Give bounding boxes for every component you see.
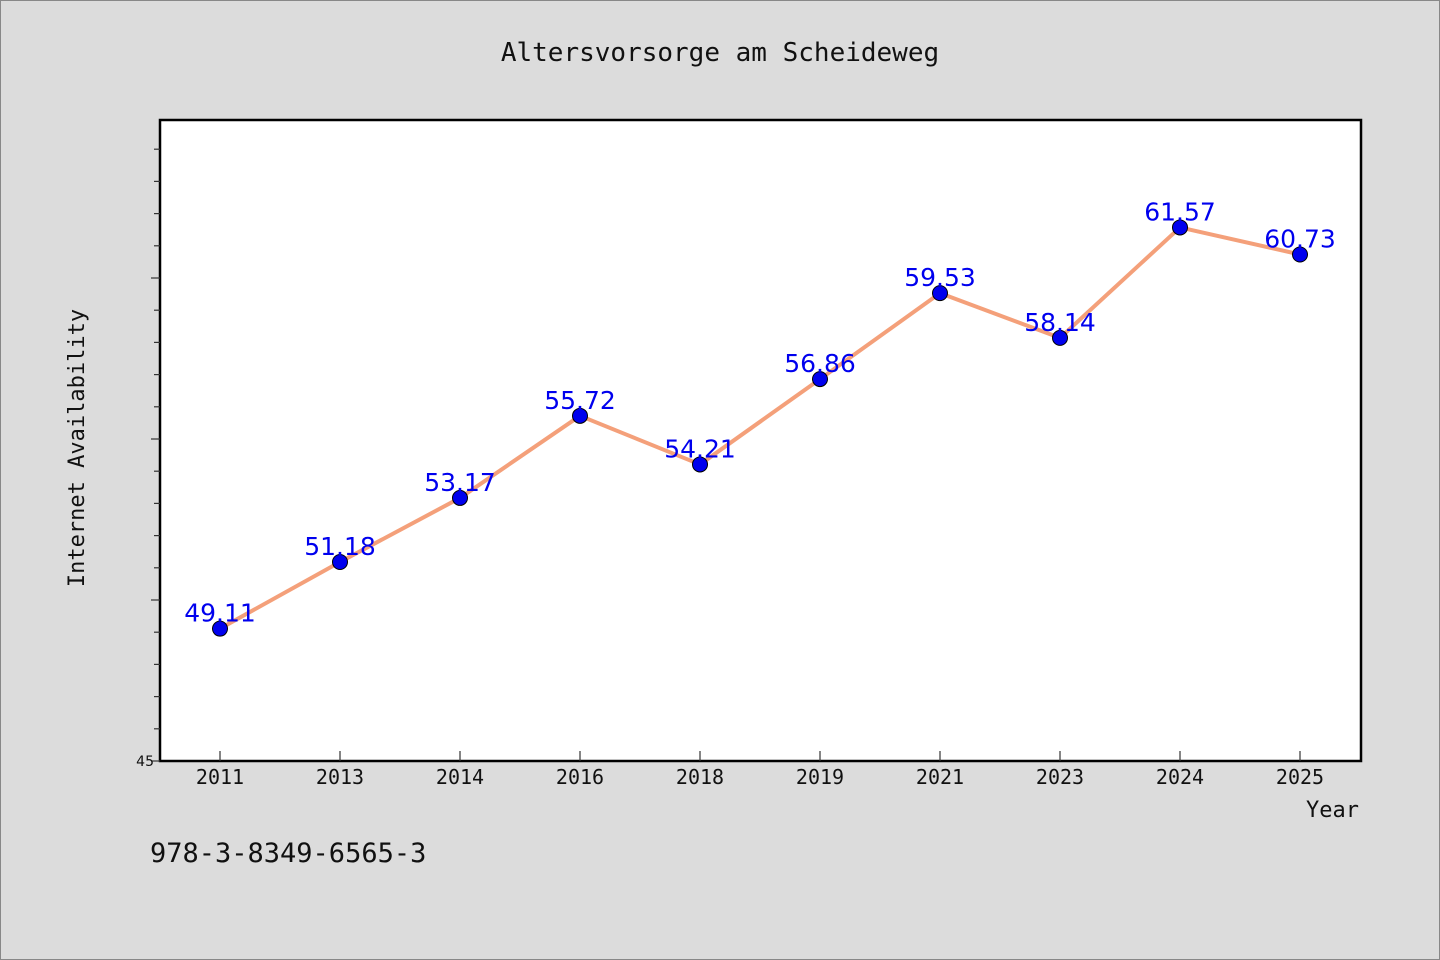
x-tick-label: 2023 [1036,765,1084,789]
data-label: 60.73 [1264,224,1336,253]
data-point [1172,219,1188,236]
data-point [212,620,228,637]
x-tick-label: 2018 [676,765,724,789]
plot-area [158,118,1363,763]
data-label: 61.57 [1144,197,1216,226]
series-line [218,225,1302,631]
x-tick-label: 2013 [316,765,364,789]
data-point [1052,329,1068,346]
data-point [332,554,348,571]
data-markers [212,219,1308,637]
chart-title: Altersvorsorge am Scheideweg [501,38,939,68]
x-tick-label: 2025 [1276,765,1324,789]
data-labels: 49.11 51.18 53.17 55.72 54.21 56.86 59.53 58.14… [184,197,1336,627]
data-label: 54.21 [664,434,736,463]
x-tick-label: 2024 [1156,765,1204,789]
data-point [812,371,828,388]
data-point [572,407,588,424]
data-point [932,285,948,302]
data-point [1292,246,1308,263]
data-point [452,489,468,506]
data-label: 49.11 [184,599,256,628]
y-axis-label: Internet Availability [65,309,90,587]
x-axis-label: Year [1306,798,1359,823]
footer-text: 978-3-8349-6565-3 [150,838,426,869]
y-tick-label: 45 [136,754,154,770]
x-axis-ticks: 2011 2013 2014 2016 2018 2019 2021 2023 2024 2025 [196,751,1324,789]
x-tick-label: 2014 [436,765,484,789]
x-tick-label: 2016 [556,765,604,789]
data-point [692,456,708,473]
y-axis-ticks: 45 [136,148,160,770]
data-label: 58.14 [1024,308,1096,337]
x-tick-label: 2021 [916,765,964,789]
data-label: 56.86 [784,349,856,378]
x-tick-label: 2011 [196,765,244,789]
x-tick-label: 2019 [796,765,844,789]
data-label: 55.72 [544,386,616,415]
data-label: 59.53 [904,263,976,292]
data-label: 53.17 [424,468,496,497]
data-label: 51.18 [304,532,376,561]
